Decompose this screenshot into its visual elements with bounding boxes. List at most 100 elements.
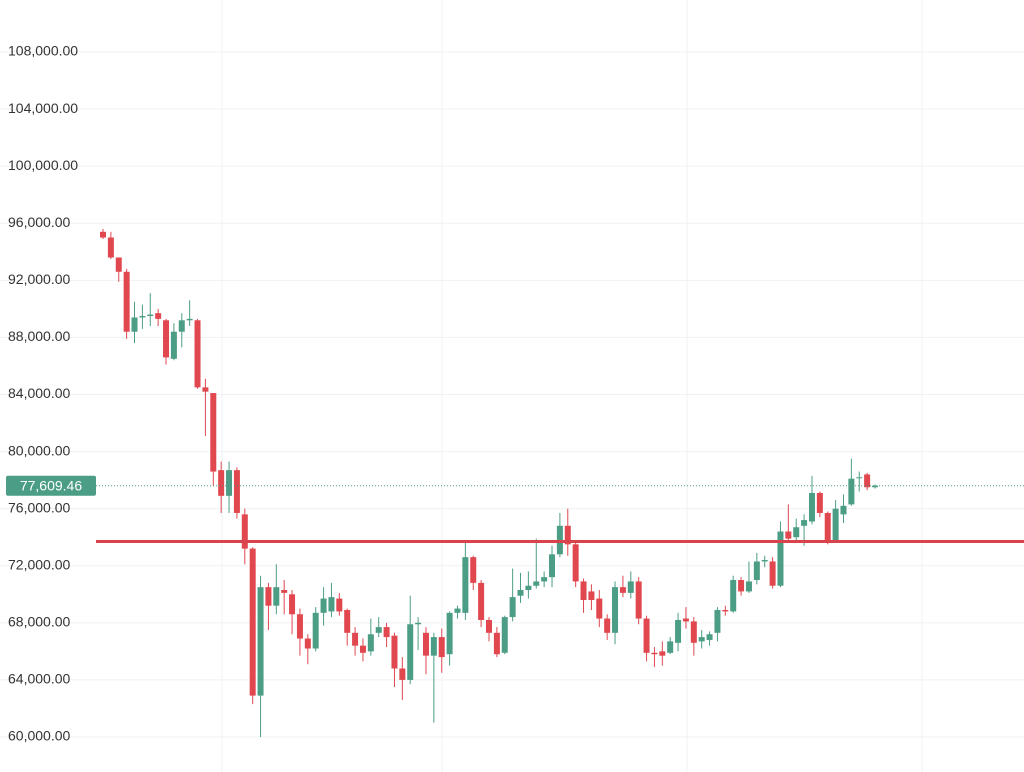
candle-body <box>493 632 500 655</box>
last-price-box <box>6 475 96 496</box>
candle-body <box>218 470 225 496</box>
candle-body <box>872 485 878 488</box>
candle-body <box>359 645 366 653</box>
candle-body <box>682 618 689 622</box>
candle-body <box>257 587 264 696</box>
y-tick-label: 96,000.00 <box>8 214 70 230</box>
candle-body <box>486 619 492 633</box>
candle-body <box>816 492 823 513</box>
candle-body <box>730 580 737 612</box>
candle-body <box>194 320 201 388</box>
candle-body <box>470 557 477 583</box>
candle-body <box>462 557 469 613</box>
candle-body <box>572 544 579 582</box>
candle-body <box>178 320 185 332</box>
y-tick-label: 92,000.00 <box>8 271 70 287</box>
candle-body <box>588 591 595 600</box>
candle-body <box>115 257 122 272</box>
candle-body <box>265 587 272 606</box>
candle-body <box>667 641 674 653</box>
candle-body <box>769 561 776 586</box>
candle-body <box>241 514 248 549</box>
candle-body <box>415 622 422 625</box>
candle-body <box>320 598 327 613</box>
candle-body <box>352 632 359 646</box>
y-tick-label: 108,000.00 <box>8 43 78 59</box>
candle-body <box>501 617 508 653</box>
candle-body <box>808 492 815 522</box>
candle-body <box>454 608 461 613</box>
candle-body <box>848 478 855 505</box>
candle-body <box>304 638 311 649</box>
candle-body <box>824 512 831 542</box>
y-tick-label: 88,000.00 <box>8 328 70 344</box>
last-price-label: 77,609.46 <box>20 477 82 493</box>
candle-body <box>698 637 705 642</box>
candle-body <box>643 618 650 653</box>
candle-body <box>541 577 548 582</box>
candle-body <box>446 612 453 655</box>
candle-body <box>478 582 485 620</box>
y-tick-label: 84,000.00 <box>8 385 70 401</box>
candle-body <box>367 634 374 652</box>
candle-body <box>509 597 516 618</box>
candle-body <box>604 618 611 633</box>
candle-body <box>422 632 429 656</box>
candle-body <box>612 587 619 633</box>
candle-body <box>391 635 398 669</box>
candle-body <box>210 393 217 472</box>
candle-body <box>407 624 414 680</box>
candle-body <box>170 331 177 359</box>
candle-body <box>186 318 193 321</box>
candle-body <box>344 609 351 633</box>
candle-body <box>336 598 343 612</box>
candle-body <box>430 637 437 656</box>
candle-body <box>549 554 556 578</box>
y-tick-label: 60,000.00 <box>8 728 70 744</box>
y-tick-label: 72,000.00 <box>8 556 70 572</box>
candle-body <box>706 634 713 640</box>
candle-body <box>375 627 382 633</box>
candle-body <box>793 527 800 538</box>
candle-body <box>659 651 666 656</box>
candle-body <box>777 531 784 586</box>
candle-body <box>745 581 752 592</box>
candle-body <box>738 580 745 592</box>
candle-body <box>328 597 335 612</box>
y-tick-label: 76,000.00 <box>8 499 70 515</box>
candle-body <box>761 560 768 562</box>
candle-body <box>619 587 626 593</box>
y-tick-label: 104,000.00 <box>8 100 78 116</box>
candle-body <box>564 525 571 545</box>
candle-body <box>832 508 839 541</box>
candle-body <box>100 231 106 238</box>
candle-body <box>147 314 154 317</box>
y-tick-label: 68,000.00 <box>8 614 70 630</box>
candle-body <box>123 271 130 332</box>
candle-body <box>131 317 138 332</box>
candle-body <box>533 581 540 586</box>
candle-body <box>139 316 146 318</box>
candle-body <box>383 627 390 638</box>
candle-body <box>675 619 682 643</box>
candle-body <box>627 581 634 593</box>
candle-body <box>289 594 296 615</box>
candle-body <box>202 387 209 392</box>
candle-body <box>517 590 524 596</box>
y-tick-label: 64,000.00 <box>8 671 70 687</box>
candle-body <box>714 609 721 633</box>
candle-body <box>249 548 256 696</box>
candle-body <box>438 637 445 658</box>
candle-body <box>399 668 406 680</box>
candle-body <box>635 581 642 619</box>
y-tick-label: 100,000.00 <box>8 157 78 173</box>
candle-body <box>596 598 603 619</box>
candle-body <box>580 581 587 600</box>
candle-body <box>233 470 240 513</box>
candle-body <box>722 609 729 612</box>
candle-body <box>651 652 658 655</box>
candle-body <box>840 505 847 515</box>
candle-body <box>312 612 319 649</box>
